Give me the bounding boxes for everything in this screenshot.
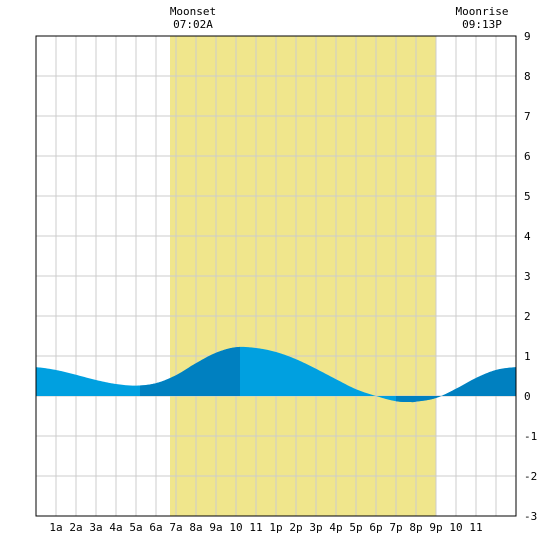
x-tick-label: 2a [69,521,82,534]
x-tick-label: 10 [229,521,242,534]
x-tick-label: 8a [189,521,202,534]
y-tick-label: 7 [524,110,531,123]
y-tick-label: 5 [524,190,531,203]
tide-area [36,346,516,403]
x-tick-label: 3a [89,521,102,534]
y-tick-label: 6 [524,150,531,163]
y-tick-label: 9 [524,30,531,43]
y-tick-labels: 9 8 7 6 5 4 3 2 1 0 -1 -2 -3 [524,30,537,523]
y-tick-label: 2 [524,310,531,323]
x-tick-label: 4a [109,521,122,534]
x-tick-labels: 1a 2a 3a 4a 5a 6a 7a 8a 9a 10 11 1p 2p 3p 4p 5p 6p 7p 8p 9p… [49,521,482,534]
x-tick-label: 1p [269,521,282,534]
y-tick-label: 8 [524,70,531,83]
y-tick-label: 0 [524,390,531,403]
x-tick-label: 6p [369,521,382,534]
tide-area-dark [140,346,240,396]
y-tick-label: -2 [524,470,537,483]
x-tick-label: 2p [289,521,302,534]
x-tick-label: 5p [349,521,362,534]
x-tick-label: 8p [409,521,422,534]
x-tick-label: 11 [249,521,262,534]
y-tick-label: -1 [524,430,537,443]
x-tick-label: 5a [129,521,142,534]
moonrise-label: Moonrise [456,5,509,18]
x-tick-label: 11 [469,521,482,534]
x-tick-label: 6a [149,521,162,534]
y-tick-label: 4 [524,230,531,243]
x-tick-label: 7a [169,521,182,534]
x-tick-label: 1a [49,521,62,534]
plot-frame [35,35,517,517]
y-tick-label: 3 [524,270,531,283]
tide-area-dark [396,367,516,403]
moonset-time: 07:02A [173,18,213,31]
x-tick-label: 9p [429,521,442,534]
grid-lines [36,36,516,516]
y-tick-label: 1 [524,350,531,363]
moonset-label: Moonset [170,5,216,18]
x-tick-label: 4p [329,521,342,534]
x-tick-label: 7p [389,521,402,534]
y-tick-label: -3 [524,510,537,523]
x-tick-label: 10 [449,521,462,534]
moonrise-time: 09:13P [462,18,502,31]
x-tick-label: 9a [209,521,222,534]
x-tick-label: 3p [309,521,322,534]
